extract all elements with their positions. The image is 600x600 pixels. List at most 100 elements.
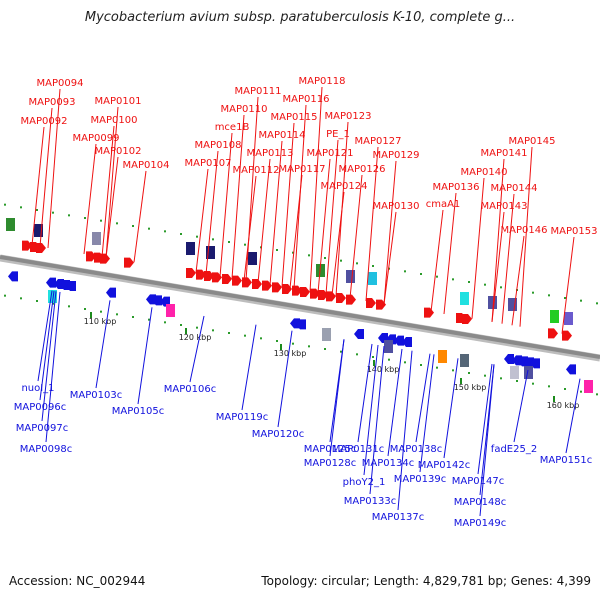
guide-dot-upper [68,214,70,217]
gene-feature-box [460,292,469,305]
reverse-gene-label: MAP0142c [418,460,470,471]
guide-dot-upper [532,291,534,294]
forward-gene-leader [491,211,505,323]
guide-dot-lower [260,337,262,340]
forward-gene-arrow [196,269,206,280]
forward-gene-arrow [212,272,222,283]
forward-gene-label: MAP0144 [491,183,538,194]
scale-tick-mark [185,328,187,334]
forward-gene-leader [83,143,97,255]
guide-dot-upper [548,294,550,297]
guide-dot-upper [500,286,502,289]
reverse-gene-arrow [152,295,162,306]
reverse-gene-label: MAP0097c [16,423,68,434]
guide-dot-lower [228,332,230,334]
scale-tick-mark [460,378,462,384]
guide-dot-lower [340,350,342,353]
forward-gene-label: MAP0143 [481,201,528,212]
guide-dot-lower [420,364,422,366]
reverse-gene-arrow [354,329,364,339]
guide-dot-upper [276,249,278,251]
guide-dot-lower [308,345,310,348]
reverse-gene-label: MAP0138c [390,444,442,455]
guide-dot-lower [116,313,118,316]
guide-dot-upper [372,265,374,267]
forward-gene-arrow [124,257,134,268]
guide-dot-lower [532,382,534,385]
reverse-gene-leader [357,343,373,443]
gene-feature-box [550,310,559,323]
gene-feature-box [438,350,447,363]
guide-dot-lower [372,356,374,358]
forward-gene-leader [243,175,257,281]
forward-gene-leader [205,150,219,275]
reverse-gene-label: MAP0120c [252,429,304,440]
reverse-gene-label: MAP0131c [332,444,384,455]
scale-tick-mark [553,396,555,402]
forward-gene-label: MAP0124 [321,181,368,192]
guide-dot-upper [596,302,598,305]
guide-dot-lower [196,326,198,329]
scale-tick-mark [373,360,375,366]
forward-gene-arrow [562,330,572,341]
forward-gene-label: MAP0123 [325,111,372,122]
guide-dot-upper [84,217,86,219]
forward-gene-arrow [326,291,336,302]
accession-label: Accession: NC_002944 [9,574,146,588]
reverse-gene-leader [477,363,493,475]
reverse-gene-arrow [296,319,306,330]
guide-dot-lower [276,340,278,342]
reverse-gene-label: MAP0134c [362,458,414,469]
guide-dot-lower [596,393,598,396]
gene-feature-box [166,304,175,317]
forward-gene-label: MAP0099 [73,133,120,144]
forward-gene-label: MAP0121 [307,148,354,159]
guide-dot-upper [100,219,102,222]
guide-dot-upper [404,270,406,273]
forward-gene-label: MAP0110 [221,104,268,115]
forward-gene-label: MAP0145 [509,136,556,147]
forward-gene-label: MAP0126 [339,164,386,175]
guide-dot-lower [404,361,406,364]
guide-dot-lower [212,329,214,332]
guide-dot-lower [148,318,150,321]
forward-gene-leader [471,177,485,319]
reverse-gene-leader [513,369,529,443]
reverse-gene-label: MAP0149c [454,518,506,529]
forward-gene-label: MAP0092 [21,116,68,127]
scale-tick-label: 140 kbp [367,365,400,374]
forward-gene-label: MAP0153 [551,226,598,237]
guide-dot-lower [516,380,518,382]
reverse-gene-leader [41,291,57,422]
guide-dot-lower [436,366,438,369]
guide-dot-upper [308,254,310,257]
guide-dot-upper [580,299,582,302]
reverse-gene-leader [443,358,459,459]
guide-dot-upper [20,206,22,209]
gene-feature-box [206,246,215,259]
forward-gene-label: MAP0115 [271,112,318,123]
forward-gene-arrow [310,288,320,299]
forward-gene-leader [325,139,339,295]
gene-feature-box [510,366,519,379]
reverse-gene-leader [479,364,495,517]
guide-dot-lower [388,358,390,361]
genome-backbone [0,255,600,359]
reverse-gene-label: MAP0133c [344,496,396,507]
guide-dot-upper [52,211,54,214]
guide-dot-lower [356,353,358,356]
forward-gene-label: MAP0129 [373,150,420,161]
reverse-gene-leader [369,345,385,495]
forward-gene-leader [383,160,397,305]
guide-dot-lower [548,385,550,388]
reverse-gene-label: MAP0119c [216,412,268,423]
gene-feature-box [584,380,593,393]
forward-gene-label: MAP0112 [233,165,280,176]
forward-gene-label: MAP0093 [29,97,76,108]
forward-gene-label: MAP0117 [279,164,326,175]
forward-gene-leader [430,209,444,312]
reverse-gene-leader [137,307,153,405]
guide-dot-lower [468,372,470,374]
